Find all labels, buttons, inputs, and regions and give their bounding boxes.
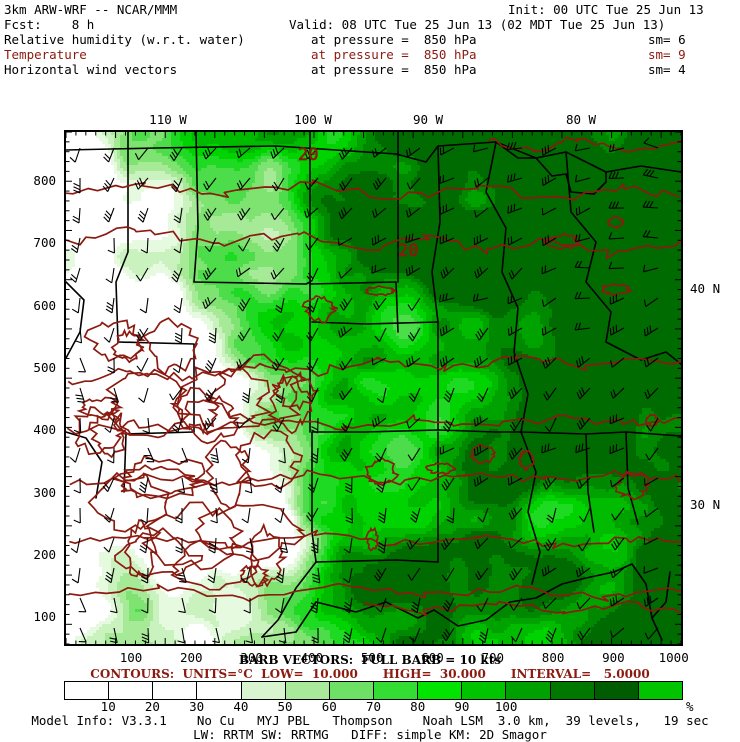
colorbar-segment[interactable] <box>374 682 418 699</box>
colorbar-segment[interactable] <box>506 682 550 699</box>
init-time: Init: 00 UTC Tue 25 Jun 13 <box>508 3 704 16</box>
left-axis-tick: 100 <box>10 609 56 624</box>
field-level-1: at pressure = 850 hPa <box>311 48 477 61</box>
colorbar-tick: 70 <box>354 699 394 714</box>
colorbar-segment[interactable] <box>286 682 330 699</box>
valid-time: Valid: 08 UTC Tue 25 Jun 13 (02 MDT Tue … <box>289 18 665 31</box>
colorbar-tick: 40 <box>221 699 261 714</box>
colorbar-segment[interactable] <box>462 682 506 699</box>
longitude-label: 80 W <box>551 112 611 127</box>
field-smooth-1: sm= 9 <box>648 48 686 61</box>
field-level-2: at pressure = 850 hPa <box>311 63 477 76</box>
colorbar-segment[interactable] <box>639 682 682 699</box>
latitude-label: 30 N <box>690 497 740 512</box>
colorbar-segment[interactable] <box>330 682 374 699</box>
field-name-1: Temperature <box>4 48 87 61</box>
left-axis-tick: 300 <box>10 485 56 500</box>
colorbar-units: % <box>686 699 694 714</box>
colorbar-segment[interactable] <box>153 682 197 699</box>
field-smooth-2: sm= 4 <box>648 63 686 76</box>
model-title: 3km ARW-WRF -- NCAR/MMM <box>4 3 177 16</box>
fcst-value: 8 h <box>72 17 95 32</box>
colorbar-tick: 90 <box>442 699 482 714</box>
colorbar-segment[interactable] <box>551 682 595 699</box>
colorbar-segment[interactable] <box>197 682 241 699</box>
left-axis-tick: 200 <box>10 547 56 562</box>
field-level-0: at pressure = 850 hPa <box>311 33 477 46</box>
barb-vector-note: BARB VECTORS: FULL BARB = 10 kts <box>0 653 740 667</box>
colorbar-tick: 60 <box>309 699 349 714</box>
colorbar-tick: 80 <box>398 699 438 714</box>
colorbar-segment[interactable] <box>109 682 153 699</box>
longitude-label: 110 W <box>138 112 198 127</box>
left-axis-tick: 600 <box>10 298 56 313</box>
colorbar-segment[interactable] <box>65 682 109 699</box>
latitude-label: 40 N <box>690 281 740 296</box>
plot-header: 3km ARW-WRF -- NCAR/MMM Init: 00 UTC Tue… <box>0 0 740 96</box>
colorbar-tick: 10 <box>88 699 128 714</box>
fcst-label-text: Fcst: <box>4 17 42 32</box>
left-axis-tick: 400 <box>10 422 56 437</box>
colorbar-tick: 100 <box>486 699 526 714</box>
colorbar-tick: 20 <box>132 699 172 714</box>
longitude-label: 100 W <box>283 112 343 127</box>
colorbar-segments[interactable] <box>64 681 683 700</box>
fcst-label: Fcst: 8 h <box>4 18 94 31</box>
field-name-2: Horizontal wind vectors <box>4 63 177 76</box>
left-axis-tick: 500 <box>10 360 56 375</box>
colorbar-segment[interactable] <box>242 682 286 699</box>
left-axis-tick: 800 <box>10 173 56 188</box>
colorbar[interactable] <box>64 681 683 700</box>
colorbar-tick: 50 <box>265 699 305 714</box>
left-axis-tick: 700 <box>10 235 56 250</box>
map-border <box>64 130 683 646</box>
field-smooth-0: sm= 6 <box>648 33 686 46</box>
colorbar-tick: 30 <box>177 699 217 714</box>
colorbar-segment[interactable] <box>595 682 639 699</box>
contour-info-note: CONTOURS: UNITS=°C LOW= 10.000 HIGH= 30.… <box>0 667 740 681</box>
field-name-0: Relative humidity (w.r.t. water) <box>4 33 245 46</box>
colorbar-segment[interactable] <box>418 682 462 699</box>
model-info-line1: Model Info: V3.3.1 No Cu MYJ PBL Thompso… <box>0 713 740 728</box>
longitude-label: 90 W <box>398 112 458 127</box>
